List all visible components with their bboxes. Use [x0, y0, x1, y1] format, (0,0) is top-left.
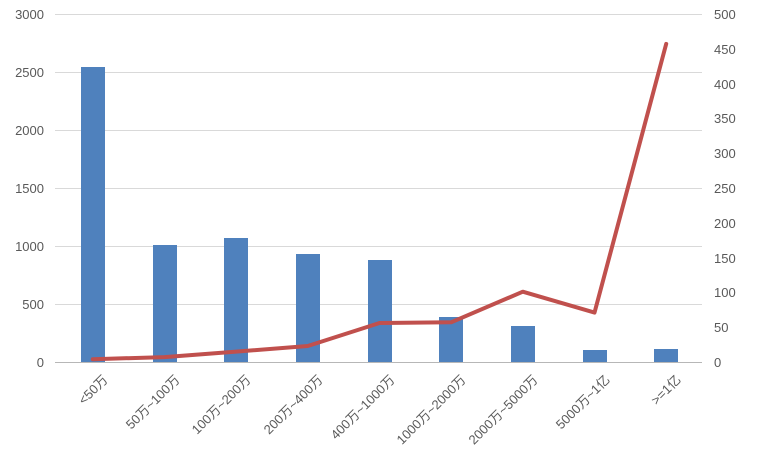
gridline — [55, 188, 702, 189]
right-axis-tick-label: 350 — [714, 111, 736, 127]
bar — [367, 259, 392, 362]
right-axis-tick-label: 150 — [714, 250, 736, 266]
bar — [439, 316, 464, 362]
left-axis-tick-label: 1000 — [15, 239, 44, 254]
right-axis-tick-label: 500 — [714, 7, 736, 22]
right-axis-tick-label: 50 — [714, 320, 729, 336]
right-axis-tick-label: 100 — [714, 285, 736, 301]
bar — [582, 349, 607, 362]
left-axis-tick-label: 1500 — [15, 181, 44, 196]
left-axis-tick-label: 2500 — [15, 65, 44, 80]
bar — [152, 244, 177, 362]
gridline — [55, 72, 702, 73]
left-axis-tick-label: 500 — [22, 297, 44, 312]
left-axis-tick-label: 0 — [36, 355, 44, 370]
gridline — [55, 130, 702, 131]
right-axis-tick-label: 400 — [714, 76, 736, 92]
bar — [80, 67, 105, 362]
left-axis-tick-label: 2000 — [15, 123, 44, 138]
left-axis-tick-label: 3000 — [15, 7, 44, 22]
bar — [510, 326, 535, 362]
right-axis-tick-label: 200 — [714, 215, 736, 231]
right-axis-tick-label: 300 — [714, 146, 736, 162]
bar — [654, 348, 679, 362]
right-axis-tick-label: 450 — [714, 41, 736, 57]
right-axis-tick-label: 250 — [714, 181, 736, 196]
x-axis-line — [55, 362, 702, 363]
bar — [295, 254, 320, 362]
right-axis-tick-label: 0 — [714, 355, 722, 370]
bar — [224, 238, 249, 362]
gridline — [55, 14, 702, 15]
